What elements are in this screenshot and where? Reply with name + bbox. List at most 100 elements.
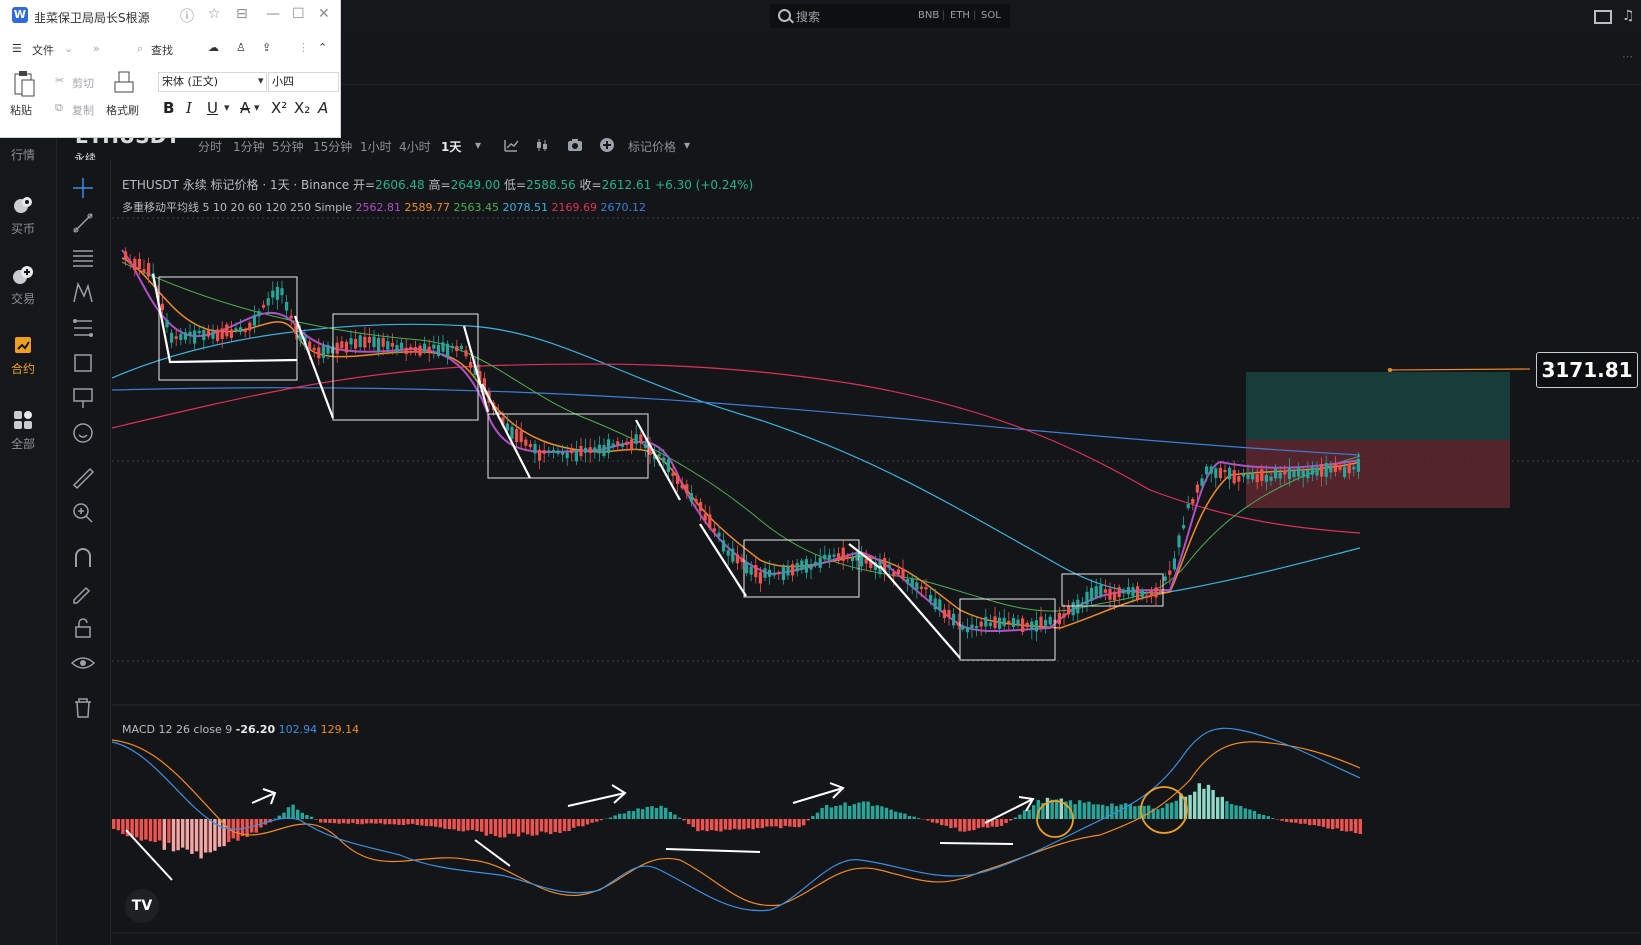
user-icon[interactable]: ♙: [236, 41, 246, 54]
pin-icon[interactable]: ⊟: [236, 6, 248, 22]
horizontal-lines-icon[interactable]: [70, 245, 96, 271]
sidebar-item-buy[interactable]: 买币: [0, 190, 56, 252]
menu-icon[interactable]: ☰: [12, 42, 22, 55]
macd-bar: [1202, 788, 1206, 819]
paste-button[interactable]: 粘贴: [10, 104, 32, 117]
macd-bar: [751, 819, 755, 830]
price-type-select[interactable]: 标记价格: [628, 140, 677, 154]
notification-bell-icon[interactable]: ♫: [1622, 8, 1635, 24]
minimize-icon[interactable]: —: [266, 6, 280, 22]
fib-icon[interactable]: [70, 315, 96, 341]
trash-icon[interactable]: [70, 695, 96, 721]
maximize-icon[interactable]: ☐: [292, 6, 305, 22]
pencil-lock-icon[interactable]: [70, 580, 96, 606]
info-icon[interactable]: ⓘ: [180, 9, 194, 25]
range-box: [1061, 573, 1164, 607]
macd-bar: [1004, 819, 1008, 824]
eye-icon[interactable]: [70, 650, 96, 676]
coin-tag-sol[interactable]: SOL: [981, 10, 1001, 21]
chevron-down-icon[interactable]: ▾: [258, 74, 264, 87]
subscript-button[interactable]: X₂: [294, 99, 311, 117]
chevron-down-icon[interactable]: ▾: [254, 101, 260, 114]
indicator-icon[interactable]: [503, 137, 519, 153]
candle-body: [1297, 467, 1301, 477]
copy-button[interactable]: 复制: [72, 104, 94, 117]
cut-icon[interactable]: ✂: [55, 74, 65, 87]
format-painter-button[interactable]: 格式刷: [106, 104, 139, 117]
underline-button[interactable]: U: [207, 99, 218, 117]
timeframe-tab[interactable]: 4小时: [399, 140, 431, 154]
candle-body: [869, 556, 873, 569]
chevron-down-icon[interactable]: ▾: [684, 138, 691, 152]
timeframe-tab[interactable]: 分时: [198, 140, 223, 154]
format-painter-icon[interactable]: [113, 70, 135, 98]
macd-bar: [599, 819, 603, 821]
macd-value: 102.94: [278, 723, 318, 736]
add-circle-icon[interactable]: [599, 137, 615, 153]
paste-icon[interactable]: [12, 70, 36, 98]
search-input[interactable]: 搜索 BNB | ETH | SOL: [770, 4, 1010, 28]
macd-bar: [926, 819, 930, 821]
macd-bar: [199, 819, 203, 859]
crosshair-icon[interactable]: [70, 175, 96, 201]
strikethrough-button[interactable]: A: [240, 99, 251, 117]
italic-button[interactable]: I: [186, 99, 192, 117]
trend-line-icon[interactable]: [70, 210, 96, 236]
candle-body: [423, 343, 427, 352]
lock-icon[interactable]: [70, 615, 96, 641]
more-icon[interactable]: ⋮: [298, 41, 309, 54]
coin-tag-eth[interactable]: ETH: [950, 10, 970, 21]
chevron-down-icon[interactable]: ▾: [224, 101, 230, 114]
sidebar-item-trade[interactable]: 交易: [0, 260, 56, 322]
copy-icon[interactable]: ⧉: [55, 101, 63, 114]
macd-bar: [677, 817, 682, 819]
font-name-select[interactable]: 宋体 (正文): [158, 72, 267, 92]
timeframe-tab[interactable]: 5分钟: [272, 140, 304, 154]
cloud-icon[interactable]: ☁: [208, 41, 219, 54]
font-size-select[interactable]: 小四: [268, 72, 339, 92]
timeframe-tab[interactable]: 1小时: [360, 140, 392, 154]
sidebar-item-market[interactable]: 行情: [0, 130, 56, 192]
camera-icon[interactable]: [567, 137, 583, 153]
coin-tag-bnb[interactable]: BNB: [918, 10, 940, 21]
candle-body: [505, 423, 509, 431]
bold-button[interactable]: B: [163, 99, 175, 117]
macd-bar: [949, 819, 953, 829]
rectangle-icon[interactable]: [70, 350, 96, 376]
macd-bar: [443, 819, 447, 829]
clear-format-button[interactable]: A: [318, 99, 329, 117]
magnet-icon[interactable]: [70, 545, 96, 571]
timeframe-tab[interactable]: 15分钟: [313, 140, 353, 154]
timeframe-tab[interactable]: 1分钟: [233, 140, 265, 154]
macd-bar: [378, 819, 383, 824]
star-icon[interactable]: ☆: [208, 6, 221, 22]
emoji-icon[interactable]: [70, 420, 96, 446]
wps-logo: W: [12, 7, 28, 23]
ruler-icon[interactable]: [70, 465, 96, 491]
candle-body: [450, 345, 454, 349]
macd-bar: [406, 819, 410, 825]
close-icon[interactable]: ✕: [318, 6, 330, 22]
candle-body: [216, 329, 220, 342]
zoom-in-icon[interactable]: [70, 500, 96, 526]
candle-body: [731, 548, 735, 562]
collapse-ribbon-icon[interactable]: ⌃: [318, 41, 328, 54]
timeframe-tab-active[interactable]: 1天: [441, 140, 462, 154]
sidebar-item-all[interactable]: 全部: [0, 405, 56, 467]
window-layout-icon[interactable]: [1594, 10, 1612, 24]
chevron-down-icon[interactable]: ▾: [475, 138, 482, 152]
search-icon[interactable]: ⌕: [137, 42, 144, 55]
menu-file[interactable]: 文件: [32, 44, 54, 57]
cut-button[interactable]: 剪切: [72, 77, 94, 90]
find-button[interactable]: 查找: [151, 44, 173, 57]
candle-style-icon[interactable]: [535, 137, 551, 153]
chevron-down-icon[interactable]: ⌄: [64, 42, 74, 55]
macd-bar: [581, 819, 585, 827]
more-tabs-icon[interactable]: »: [93, 42, 100, 55]
superscript-button[interactable]: X²: [271, 99, 288, 117]
pattern-icon[interactable]: [70, 280, 96, 306]
annotation-icon[interactable]: [70, 385, 96, 411]
price-chart[interactable]: [110, 160, 1641, 945]
share-icon[interactable]: ⇪: [262, 41, 272, 54]
sidebar-item-contract[interactable]: 合约: [0, 330, 56, 392]
